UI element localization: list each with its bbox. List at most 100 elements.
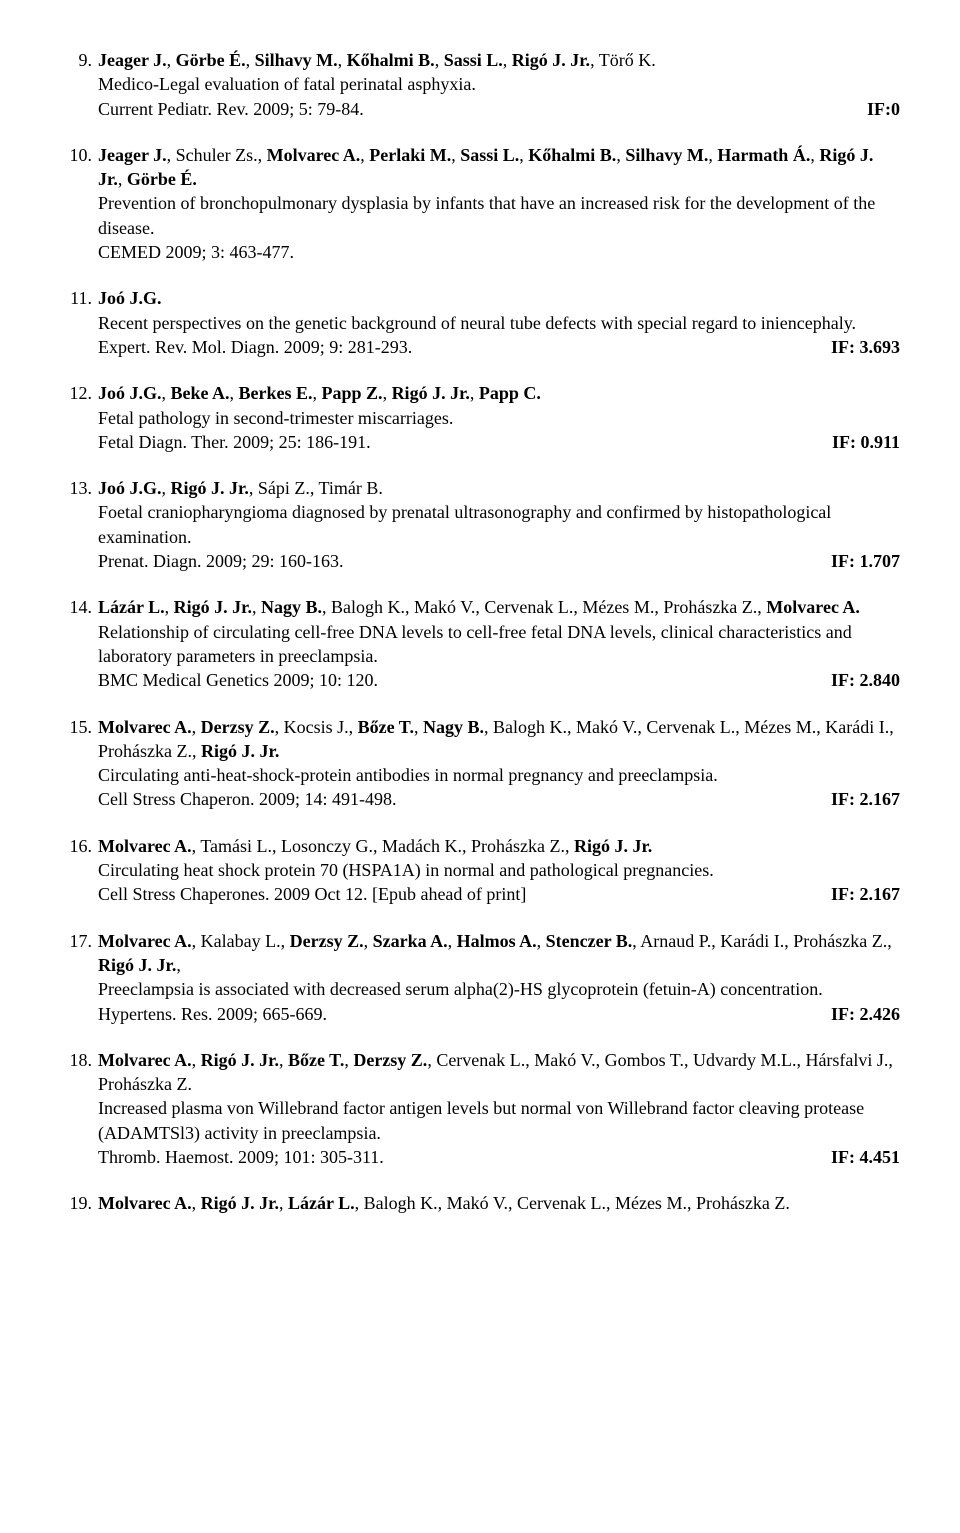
reference-body: Jeager J., Görbe É., Silhavy M., Kőhalmi… [98, 48, 900, 121]
reference-journal: Current Pediatr. Rev. 2009; 5: 79-84. [98, 97, 867, 121]
reference-journal-row: Current Pediatr. Rev. 2009; 5: 79-84.IF:… [98, 97, 900, 121]
reference-authors: Molvarec A., Rigó J. Jr., Bőze T., Derzs… [98, 1048, 900, 1097]
impact-factor-label: IF: [831, 551, 860, 571]
reference-body: Joó J.G., Beke A., Berkes E., Papp Z., R… [98, 381, 900, 454]
impact-factor-value: 2.840 [860, 670, 901, 690]
reference-item: 13.Joó J.G., Rigó J. Jr., Sápi Z., Timár… [60, 476, 900, 573]
reference-journal-row: BMC Medical Genetics 2009; 10: 120.IF: 2… [98, 668, 900, 692]
reference-title: Recent perspectives on the genetic backg… [98, 311, 900, 335]
impact-factor-label: IF: [831, 789, 860, 809]
reference-body: Molvarec A., Rigó J. Jr., Bőze T., Derzs… [98, 1048, 900, 1169]
reference-item: 12.Joó J.G., Beke A., Berkes E., Papp Z.… [60, 381, 900, 454]
reference-title: Circulating anti-heat-shock-protein anti… [98, 763, 900, 787]
reference-number: 14. [60, 595, 98, 692]
impact-factor-label: IF: [831, 884, 860, 904]
impact-factor: IF: 4.451 [831, 1145, 900, 1169]
reference-number: 17. [60, 929, 98, 1026]
reference-title: Relationship of circulating cell-free DN… [98, 620, 900, 669]
reference-number: 12. [60, 381, 98, 454]
impact-factor-label: IF: [831, 1147, 860, 1167]
impact-factor-label: IF: [832, 432, 861, 452]
reference-authors: Molvarec A., Rigó J. Jr., Lázár L., Balo… [98, 1191, 900, 1215]
reference-authors: Molvarec A., Kalabay L., Derzsy Z., Szar… [98, 929, 900, 978]
reference-authors: Lázár L., Rigó J. Jr., Nagy B., Balogh K… [98, 595, 900, 619]
impact-factor: IF: 2.167 [831, 882, 900, 906]
impact-factor-label: IF:0 [867, 99, 900, 119]
reference-title: Medico-Legal evaluation of fatal perinat… [98, 72, 900, 96]
reference-number: 16. [60, 834, 98, 907]
impact-factor: IF: 2.167 [831, 787, 900, 811]
reference-number: 13. [60, 476, 98, 573]
reference-body: Molvarec A., Rigó J. Jr., Lázár L., Balo… [98, 1191, 900, 1215]
reference-authors: Jeager J., Görbe É., Silhavy M., Kőhalmi… [98, 48, 900, 72]
reference-body: Molvarec A., Tamási L., Losonczy G., Mad… [98, 834, 900, 907]
reference-item: 11.Joó J.G.Recent perspectives on the ge… [60, 286, 900, 359]
reference-journal-row: Fetal Diagn. Ther. 2009; 25: 186-191.IF:… [98, 430, 900, 454]
reference-journal: Cell Stress Chaperones. 2009 Oct 12. [Ep… [98, 882, 831, 906]
reference-journal-row: Cell Stress Chaperon. 2009; 14: 491-498.… [98, 787, 900, 811]
impact-factor-value: 2.167 [860, 884, 901, 904]
impact-factor: IF:0 [867, 97, 900, 121]
reference-number: 19. [60, 1191, 98, 1215]
reference-body: Joó J.G.Recent perspectives on the genet… [98, 286, 900, 359]
reference-body: Molvarec A., Derzsy Z., Kocsis J., Bőze … [98, 715, 900, 812]
impact-factor: IF: 1.707 [831, 549, 900, 573]
reference-title: Increased plasma von Willebrand factor a… [98, 1096, 900, 1145]
reference-number: 18. [60, 1048, 98, 1169]
impact-factor: IF: 2.426 [831, 1002, 900, 1026]
impact-factor-value: 0.911 [860, 432, 900, 452]
reference-body: Lázár L., Rigó J. Jr., Nagy B., Balogh K… [98, 595, 900, 692]
reference-item: 9.Jeager J., Görbe É., Silhavy M., Kőhal… [60, 48, 900, 121]
reference-journal: Expert. Rev. Mol. Diagn. 2009; 9: 281-29… [98, 335, 831, 359]
reference-journal: Cell Stress Chaperon. 2009; 14: 491-498. [98, 787, 831, 811]
reference-journal-row: CEMED 2009; 3: 463-477. [98, 240, 900, 264]
reference-journal: Prenat. Diagn. 2009; 29: 160-163. [98, 549, 831, 573]
reference-item: 14.Lázár L., Rigó J. Jr., Nagy B., Balog… [60, 595, 900, 692]
impact-factor-label: IF: [831, 1004, 860, 1024]
impact-factor-label: IF: [831, 670, 860, 690]
reference-item: 19.Molvarec A., Rigó J. Jr., Lázár L., B… [60, 1191, 900, 1215]
impact-factor: IF: 0.911 [832, 430, 900, 454]
impact-factor-value: 1.707 [860, 551, 901, 571]
reference-item: 18.Molvarec A., Rigó J. Jr., Bőze T., De… [60, 1048, 900, 1169]
reference-authors: Jeager J., Schuler Zs., Molvarec A., Per… [98, 143, 900, 192]
reference-journal: Fetal Diagn. Ther. 2009; 25: 186-191. [98, 430, 832, 454]
reference-authors: Joó J.G. [98, 286, 900, 310]
impact-factor-value: 2.167 [860, 789, 901, 809]
impact-factor: IF: 3.693 [831, 335, 900, 359]
references-list: 9.Jeager J., Görbe É., Silhavy M., Kőhal… [60, 48, 900, 1216]
reference-authors: Molvarec A., Derzsy Z., Kocsis J., Bőze … [98, 715, 900, 764]
reference-number: 9. [60, 48, 98, 121]
reference-title: Fetal pathology in second-trimester misc… [98, 406, 900, 430]
impact-factor-label: IF: [831, 337, 860, 357]
reference-title: Prevention of bronchopulmonary dysplasia… [98, 191, 900, 240]
reference-title: Preeclampsia is associated with decrease… [98, 977, 900, 1001]
impact-factor-value: 4.451 [860, 1147, 901, 1167]
reference-item: 17.Molvarec A., Kalabay L., Derzsy Z., S… [60, 929, 900, 1026]
reference-journal-row: Expert. Rev. Mol. Diagn. 2009; 9: 281-29… [98, 335, 900, 359]
reference-item: 10.Jeager J., Schuler Zs., Molvarec A., … [60, 143, 900, 264]
reference-title: Circulating heat shock protein 70 (HSPA1… [98, 858, 900, 882]
reference-authors: Molvarec A., Tamási L., Losonczy G., Mad… [98, 834, 900, 858]
reference-journal-row: Thromb. Haemost. 2009; 101: 305-311.IF: … [98, 1145, 900, 1169]
reference-body: Joó J.G., Rigó J. Jr., Sápi Z., Timár B.… [98, 476, 900, 573]
reference-body: Jeager J., Schuler Zs., Molvarec A., Per… [98, 143, 900, 264]
reference-number: 10. [60, 143, 98, 264]
reference-journal: Hypertens. Res. 2009; 665-669. [98, 1002, 831, 1026]
reference-item: 15.Molvarec A., Derzsy Z., Kocsis J., Bő… [60, 715, 900, 812]
reference-authors: Joó J.G., Beke A., Berkes E., Papp Z., R… [98, 381, 900, 405]
reference-body: Molvarec A., Kalabay L., Derzsy Z., Szar… [98, 929, 900, 1026]
reference-number: 11. [60, 286, 98, 359]
reference-journal: BMC Medical Genetics 2009; 10: 120. [98, 668, 831, 692]
reference-journal: Thromb. Haemost. 2009; 101: 305-311. [98, 1145, 831, 1169]
reference-journal-row: Cell Stress Chaperones. 2009 Oct 12. [Ep… [98, 882, 900, 906]
reference-item: 16.Molvarec A., Tamási L., Losonczy G., … [60, 834, 900, 907]
reference-number: 15. [60, 715, 98, 812]
reference-journal-row: Hypertens. Res. 2009; 665-669.IF: 2.426 [98, 1002, 900, 1026]
reference-authors: Joó J.G., Rigó J. Jr., Sápi Z., Timár B. [98, 476, 900, 500]
impact-factor-value: 3.693 [860, 337, 901, 357]
reference-title: Foetal craniopharyngioma diagnosed by pr… [98, 500, 900, 549]
reference-journal-row: Prenat. Diagn. 2009; 29: 160-163.IF: 1.7… [98, 549, 900, 573]
reference-journal: CEMED 2009; 3: 463-477. [98, 240, 900, 264]
impact-factor: IF: 2.840 [831, 668, 900, 692]
